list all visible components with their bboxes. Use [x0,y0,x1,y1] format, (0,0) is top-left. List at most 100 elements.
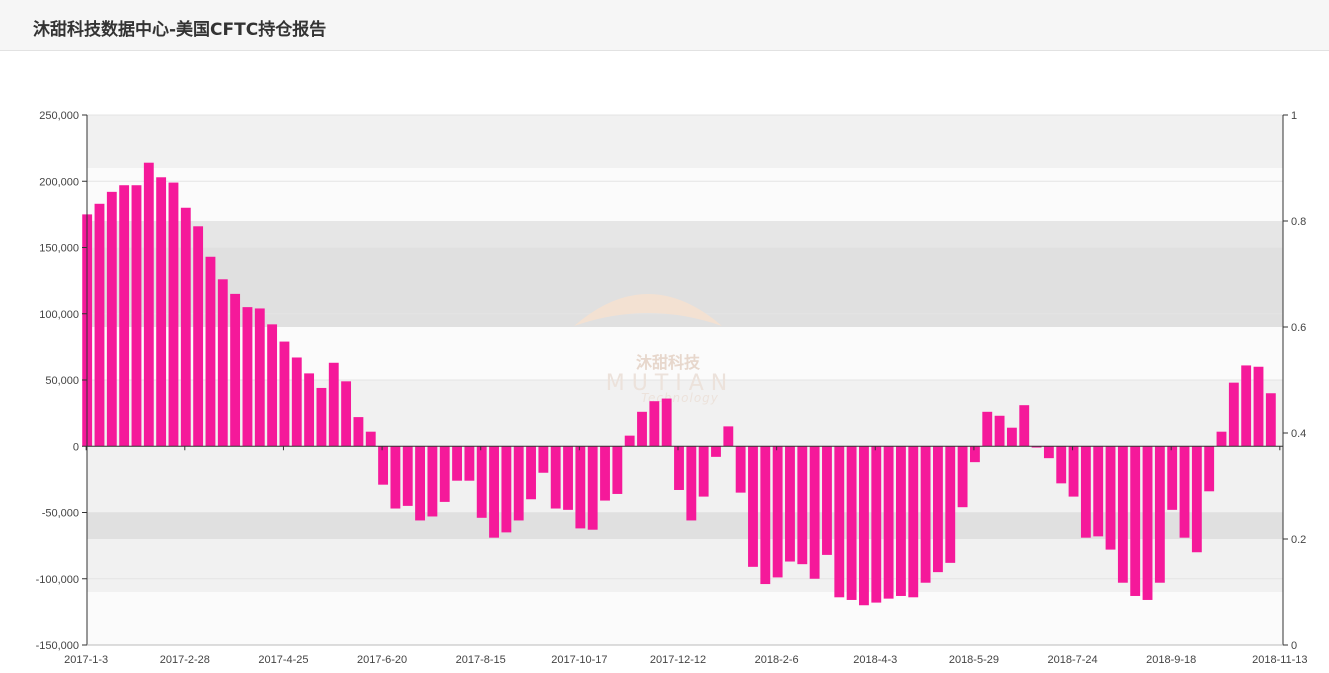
bar [156,177,167,447]
bar [711,446,721,457]
bar [1253,366,1264,447]
bar [304,373,315,447]
y-left-tick-label: 200,000 [39,176,79,188]
bar [575,446,586,529]
bar [1006,427,1017,447]
bar [1204,446,1215,492]
bar [464,446,475,481]
bar [1154,446,1165,583]
bar [920,446,931,583]
bar [193,226,204,447]
x-tick-label: 2017-10-17 [551,654,607,666]
background-band [87,512,1283,539]
bar [612,446,623,494]
page-header: 沐甜科技数据中心-美国CFTC持仓报告 [0,0,1329,51]
bar [1179,446,1190,538]
bar [205,256,216,447]
bar [1068,446,1079,497]
bar [748,446,758,567]
bar [834,446,845,598]
y-right-tick-label: 0.6 [1291,322,1306,334]
y-right-tick-label: 0.2 [1291,534,1306,546]
bar [945,446,956,563]
bar [896,446,906,596]
bar [723,426,734,447]
bar [279,341,290,447]
y-right-tick-label: 0 [1291,640,1297,652]
bar [180,207,191,447]
y-left-tick-label: 50,000 [45,375,79,387]
bar [402,446,413,506]
bar [600,446,610,501]
y-left-tick-label: 0 [73,441,79,453]
bar [969,446,980,463]
bar [1080,446,1091,538]
bar [550,446,561,509]
bar [291,357,302,447]
bar [982,411,993,447]
background-band [87,592,1283,645]
background-band [87,221,1283,248]
x-tick-label: 2017-4-25 [258,654,308,666]
bar [1167,446,1178,510]
y-left-tick-label: -150,000 [36,640,79,652]
bar [415,446,425,521]
background-band [87,433,1283,513]
bar [1105,446,1116,550]
background-band [87,539,1283,592]
x-tick-label: 2018-7-24 [1047,654,1097,666]
bar [242,307,253,447]
watermark-sun-icon [574,294,722,326]
bar [501,446,512,533]
bar [772,446,783,578]
bar [674,446,684,490]
x-tick-label: 2017-12-12 [650,654,706,666]
bar [933,446,943,573]
bar [624,435,635,447]
bar [1216,431,1227,447]
bar [1056,446,1067,484]
bar [698,446,709,497]
bar [476,446,487,518]
bar [439,446,450,502]
bar [526,446,536,500]
bar [785,446,795,562]
bar [563,446,573,510]
bar [686,446,697,521]
bar [378,446,389,485]
y-left-tick-label: 150,000 [39,243,79,255]
bar [217,279,228,447]
x-tick-label: 2017-6-20 [357,654,407,666]
bar [1191,446,1202,553]
bar [908,446,919,598]
bar [1228,382,1239,447]
bar [957,446,968,508]
bar [883,446,894,599]
x-tick-label: 2018-5-29 [949,654,999,666]
bar [1093,446,1104,537]
bar [735,446,746,493]
bar [230,293,241,447]
bar [871,446,882,603]
bar [846,446,857,600]
bar [1117,446,1128,583]
x-tick-label: 2018-4-3 [853,654,897,666]
bar [513,446,524,521]
page-title: 沐甜科技数据中心-美国CFTC持仓报告 [33,20,327,40]
bar [427,446,438,517]
x-tick-label: 2018-9-18 [1146,654,1196,666]
bar [341,381,352,447]
bar [1142,446,1153,600]
y-left-tick-label: -50,000 [42,508,79,520]
bar [649,401,660,447]
bar [587,446,598,530]
y-right-tick-label: 1 [1291,110,1297,122]
bar [760,446,771,585]
y-right-tick-label: 0.4 [1291,428,1306,440]
x-tick-label: 2017-2-28 [160,654,210,666]
bar [538,446,549,473]
bar [661,398,672,447]
y-left-tick-label: 250,000 [39,110,79,122]
background-band [87,115,1283,168]
